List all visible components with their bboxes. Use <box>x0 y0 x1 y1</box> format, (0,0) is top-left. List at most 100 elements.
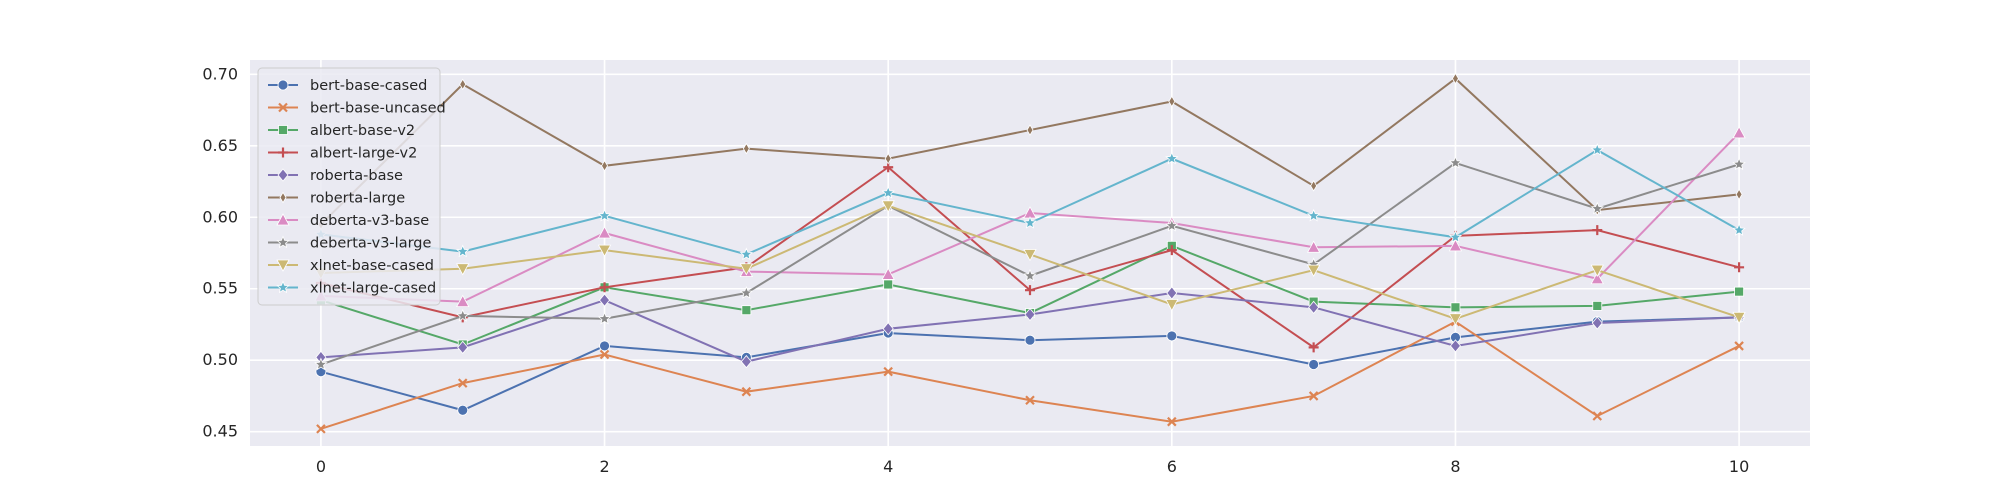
data-point <box>457 378 468 388</box>
data-point <box>597 311 612 325</box>
legend-swatch-marker <box>279 191 287 204</box>
data-point <box>741 305 752 316</box>
data-point <box>316 424 326 434</box>
data-point <box>1026 124 1034 136</box>
legend-label: albert-base-v2 <box>310 123 415 139</box>
data-point <box>1451 72 1459 85</box>
x-tick-label: 8 <box>1450 457 1460 476</box>
y-tick-label: 0.55 <box>202 279 238 298</box>
y-tick-label: 0.65 <box>202 136 238 155</box>
legend-swatch-marker <box>278 102 288 113</box>
legend-label: bert-base-uncased <box>310 101 446 117</box>
data-point <box>739 247 754 261</box>
series-xlnet-base-cased <box>314 200 1746 326</box>
data-point <box>881 200 895 213</box>
data-point <box>1024 334 1036 346</box>
data-point <box>884 152 892 165</box>
data-point <box>1306 208 1321 222</box>
y-tick-label: 0.50 <box>202 350 238 369</box>
data-point <box>881 267 895 280</box>
legend-item: bert-base-uncased <box>268 101 446 117</box>
data-point <box>1165 151 1179 165</box>
data-point <box>1023 249 1037 262</box>
data-point <box>1732 311 1746 325</box>
data-point <box>1165 218 1179 232</box>
x-tick-label: 2 <box>599 457 609 476</box>
legend-swatch-marker <box>276 280 290 294</box>
data-point <box>1165 299 1179 312</box>
data-point <box>599 340 610 352</box>
y-tick-label: 0.45 <box>202 422 238 441</box>
data-point <box>1448 230 1463 243</box>
legend-label: bert-base-cased <box>310 78 427 94</box>
data-point <box>1310 180 1318 192</box>
x-tick-label: 6 <box>1167 457 1177 476</box>
data-point <box>457 404 469 416</box>
data-point <box>1448 239 1463 252</box>
data-point <box>1449 339 1461 353</box>
data-point <box>1732 157 1746 171</box>
data-point <box>599 349 610 360</box>
data-point <box>1592 225 1603 236</box>
data-point <box>1308 391 1319 401</box>
legend: bert-base-cased bert-base-uncased albert-b… <box>257 67 446 306</box>
data-point <box>314 357 328 371</box>
data-point <box>597 208 612 222</box>
legend-item: deberta-v3-base <box>268 213 429 229</box>
legend-swatch-marker <box>276 235 290 249</box>
data-point <box>1023 215 1037 229</box>
data-point <box>740 355 752 369</box>
data-point <box>456 263 470 276</box>
data-point <box>1023 268 1037 282</box>
data-point <box>1590 143 1604 156</box>
data-point <box>1166 245 1177 256</box>
data-point <box>1166 286 1178 300</box>
data-point <box>456 294 470 308</box>
y-tick-label: 0.70 <box>202 64 238 83</box>
data-point <box>883 279 894 290</box>
legend-label: xlnet-large-cased <box>310 281 436 297</box>
data-point <box>1308 359 1320 370</box>
legend-box <box>257 67 441 306</box>
legend-item: bert-base-cased <box>268 78 427 94</box>
data-point <box>1306 264 1321 277</box>
legend-item: albert-base-v2 <box>268 123 415 139</box>
data-point <box>1167 416 1177 427</box>
data-point <box>881 185 895 199</box>
data-point <box>882 322 894 336</box>
data-point <box>1025 285 1035 296</box>
data-point <box>1450 302 1461 313</box>
data-point <box>1734 286 1744 297</box>
data-point <box>1308 300 1320 314</box>
data-point <box>1448 155 1463 169</box>
data-point <box>1024 307 1036 322</box>
legend-label: xlnet-base-cased <box>310 258 434 274</box>
data-point <box>599 293 611 307</box>
legend-label: roberta-large <box>310 191 405 207</box>
y-tick-label: 0.60 <box>202 207 238 226</box>
data-point <box>1025 395 1035 406</box>
legend-item: roberta-large <box>268 191 405 207</box>
data-point <box>1448 313 1463 326</box>
legend-swatch-marker <box>276 213 290 226</box>
data-point <box>1308 342 1319 353</box>
data-point <box>456 244 470 258</box>
data-point <box>742 142 750 155</box>
legend-label: albert-large-v2 <box>310 146 417 162</box>
data-point <box>459 78 467 91</box>
legend-item: albert-large-v2 <box>268 146 417 162</box>
data-point <box>1168 95 1176 108</box>
data-point <box>1734 341 1744 351</box>
data-point <box>739 285 754 299</box>
data-point <box>741 386 752 397</box>
legend-swatch-marker <box>278 125 288 135</box>
data-point <box>1166 330 1178 342</box>
x-tick-label: 10 <box>1729 457 1749 476</box>
data-point <box>1592 300 1603 311</box>
data-point <box>457 340 469 354</box>
data-point <box>601 160 609 172</box>
data-point <box>599 282 610 293</box>
legend-item: xlnet-large-cased <box>268 280 436 297</box>
